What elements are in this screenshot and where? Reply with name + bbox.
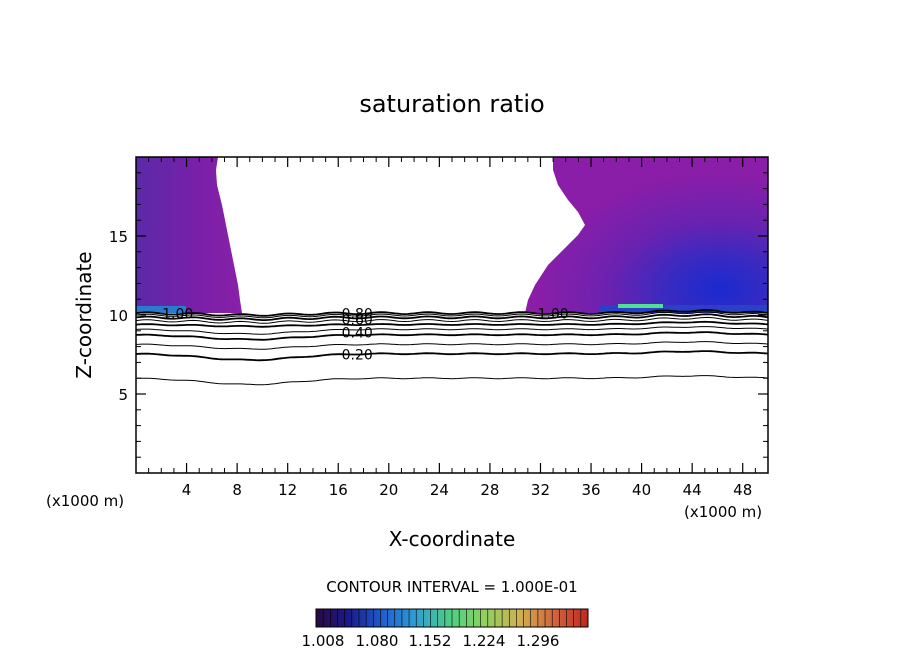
contour-label: 0.60 (342, 313, 373, 329)
x-tick-label: 44 (683, 481, 702, 499)
y-tick-label: 10 (109, 307, 128, 325)
filled-regions (136, 157, 768, 313)
x-tick-label: 12 (278, 481, 297, 499)
y-tick-label: 5 (118, 386, 128, 404)
contour-interval-label: CONTOUR INTERVAL = 1.000E-01 (326, 578, 577, 596)
contour-line (136, 326, 768, 335)
x-unit-label-right: (x1000 m) (684, 503, 762, 521)
contour-line (136, 313, 768, 321)
x-tick-label: 48 (733, 481, 752, 499)
contour-lines (136, 309, 768, 386)
right-supersaturation-region (525, 157, 768, 313)
contour-line (136, 341, 768, 350)
x-unit-label-left: (x1000 m) (46, 492, 124, 510)
x-tick-label: 32 (531, 481, 550, 499)
colorbar-tick-label: 1.224 (463, 632, 506, 650)
contour-line (136, 331, 768, 341)
left-supersaturation-region (136, 157, 242, 313)
colorbar-labels: 1.008 1.080 1.152 1.224 1.296 (302, 632, 560, 650)
chart-title: saturation ratio (359, 90, 544, 118)
left-low-band (136, 306, 186, 313)
contour-label: 0.40 (342, 325, 373, 341)
x-tick-label: 40 (632, 481, 651, 499)
contour-line (136, 350, 768, 362)
colorbar-tick-label: 1.296 (517, 632, 560, 650)
colorbar-ticks (322, 609, 582, 627)
y-axis-ticks: 5 10 15 (109, 172, 768, 458)
contour-label: 0.20 (342, 348, 373, 364)
contour-label: 0.80 (342, 306, 373, 322)
x-axis-ticks: 4 8 12 16 20 24 28 32 36 40 44 48 (148, 157, 756, 499)
x-tick-label: 20 (379, 481, 398, 499)
y-tick-label: 15 (109, 228, 128, 246)
contour-line (136, 311, 768, 319)
contour-labels: 1.00 0.800.600.40 0.20 1.00 (162, 306, 569, 363)
x-axis-title: X-coordinate (389, 527, 516, 551)
right-low-band (600, 305, 768, 313)
contour-label: 1.00 (162, 306, 193, 322)
y-axis-title: Z-coordinate (72, 251, 96, 378)
colorbar-tick-label: 1.080 (356, 632, 399, 650)
x-tick-label: 24 (430, 481, 449, 499)
x-tick-label: 8 (232, 481, 242, 499)
x-tick-label: 16 (329, 481, 348, 499)
contour-line (136, 375, 768, 386)
contour-label: 1.00 (538, 306, 569, 322)
colorbar-tick-label: 1.008 (302, 632, 345, 650)
contour-line (136, 320, 768, 328)
contour-line (136, 316, 768, 324)
x-tick-label: 36 (581, 481, 600, 499)
contour-line (136, 309, 768, 317)
right-green-patch (618, 304, 663, 308)
x-tick-label: 28 (480, 481, 499, 499)
x-tick-label: 4 (182, 481, 192, 499)
colorbar-tick-label: 1.152 (409, 632, 452, 650)
